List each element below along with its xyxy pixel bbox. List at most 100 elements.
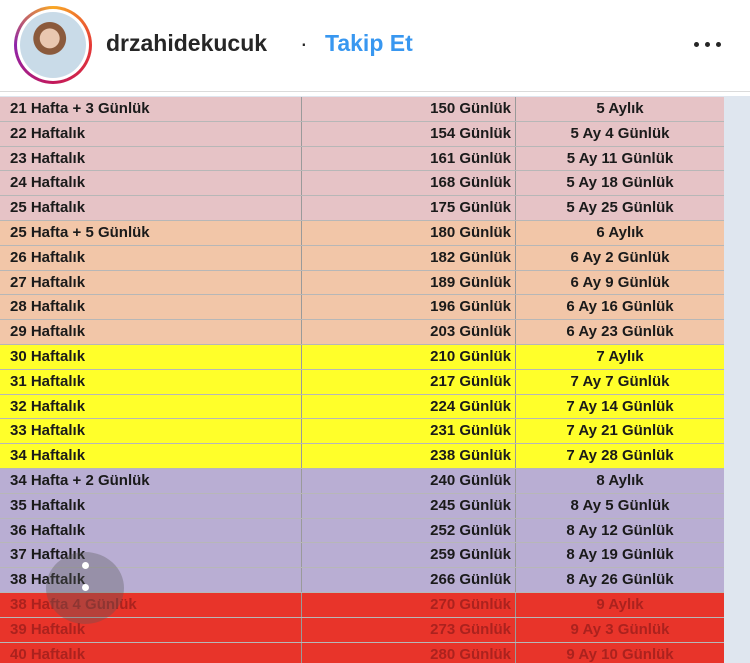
cell-days: 231 Günlük [302,419,516,444]
table-row: 30 Haftalık 210 Günlük 7 Aylık [0,345,724,370]
cell-weeks: 35 Haftalık [0,493,302,518]
cell-weeks: 40 Haftalık [0,642,302,663]
avatar-image [20,12,86,78]
cell-days: 270 Günlük [302,593,516,617]
more-options-icon[interactable] [688,26,728,62]
table-row: 38 Hafta 4 Günlük 270 Günlük 9 Aylık [0,593,724,618]
cell-days: 154 Günlük [302,121,516,146]
cell-weeks: 24 Haftalık [0,171,302,196]
cell-weeks: 38 Hafta 4 Günlük [0,593,302,617]
table-row: 33 Haftalık 231 Günlük 7 Ay 21 Günlük [0,419,724,445]
cell-months: 6 Ay 23 Günlük [566,323,674,341]
cell-days: 266 Günlük [302,568,516,592]
cell-days: 196 Günlük [302,295,516,320]
cell-months: 7 Ay 7 Günlük [570,372,670,390]
table-row: 25 Hafta + 5 Günlük 180 Günlük 6 Aylık [0,221,724,246]
table-row: 24 Haftalık 168 Günlük 5 Ay 18 Günlük [0,171,724,197]
table-row: 26 Haftalık 182 Günlük 6 Ay 2 Günlük [0,245,724,271]
cell-months: 9 Aylık [596,596,644,613]
cell-days: 238 Günlük [302,444,516,468]
scroll-handle[interactable] [46,552,124,624]
more-dot [705,42,710,47]
cell-days: 259 Günlük [302,543,516,568]
table-row: 25 Haftalık 175 Günlük 5 Ay 25 Günlük [0,196,724,221]
cell-weeks: 25 Haftalık [0,196,302,220]
cell-weeks: 23 Haftalık [0,146,302,171]
table-row: 32 Haftalık 224 Günlük 7 Ay 14 Günlük [0,394,724,420]
cell-months: 9 Ay 3 Günlük [570,620,670,638]
table-row: 40 Haftalık 280 Günlük 9 Ay 10 Günlük [0,642,724,663]
cell-weeks: 31 Haftalık [0,369,302,394]
more-dot [694,42,699,47]
cell-days: 280 Günlük [302,642,516,663]
table-row: 31 Haftalık 217 Günlük 7 Ay 7 Günlük [0,369,724,395]
cell-days: 150 Günlük [302,97,516,121]
cell-months: 7 Ay 14 Günlük [566,397,674,415]
pregnancy-table: 21 Hafta + 3 Günlük 150 Günlük 5 Aylık 22 H… [0,96,750,663]
cell-months: 5 Ay 18 Günlük [566,174,674,192]
cell-weeks: 34 Haftalık [0,444,302,468]
cell-days: 161 Günlük [302,146,516,171]
cell-weeks: 26 Haftalık [0,245,302,270]
table-row: 34 Hafta + 2 Günlük 240 Günlük 8 Aylık [0,469,724,494]
cell-months: 6 Aylık [596,224,644,241]
cell-days: 180 Günlük [302,221,516,245]
cell-weeks: 32 Haftalık [0,394,302,419]
cell-days: 189 Günlük [302,270,516,295]
cell-weeks: 33 Haftalık [0,419,302,444]
table-row: 28 Haftalık 196 Günlük 6 Ay 16 Günlük [0,295,724,321]
cell-months: 8 Ay 5 Günlük [570,496,670,514]
cell-months: 8 Ay 12 Günlük [566,521,674,539]
cell-days: 203 Günlük [302,320,516,344]
cell-weeks: 25 Hafta + 5 Günlük [0,221,302,245]
table-row: 35 Haftalık 245 Günlük 8 Ay 5 Günlük [0,493,724,519]
post-header: drzahidekucuk · Takip Et [0,0,750,92]
cell-weeks: 29 Haftalık [0,320,302,344]
cell-days: 210 Günlük [302,345,516,369]
cell-months: 8 Ay 19 Günlük [566,546,674,564]
cell-weeks: 38 Haftalık [0,568,302,592]
username-link[interactable]: drzahidekucuk [106,30,268,56]
cell-months: 7 Ay 21 Günlük [566,422,674,440]
cell-months: 5 Aylık [596,100,644,117]
cell-weeks: 39 Haftalık [0,617,302,642]
table-row: 36 Haftalık 252 Günlük 8 Ay 12 Günlük [0,518,724,544]
more-dot [716,42,721,47]
cell-months: 6 Ay 16 Günlük [566,298,674,316]
cell-months: 5 Ay 4 Günlük [570,124,670,142]
cell-days: 224 Günlük [302,394,516,419]
table-row: 39 Haftalık 273 Günlük 9 Ay 3 Günlük [0,617,724,643]
cell-weeks: 27 Haftalık [0,270,302,295]
cell-weeks: 34 Hafta + 2 Günlük [0,469,302,493]
cell-months: 5 Ay 11 Günlük [566,149,674,167]
cell-weeks: 22 Haftalık [0,121,302,146]
cell-months: 5 Ay 25 Günlük [566,199,674,217]
handle-dot [82,584,89,591]
table-row: 27 Haftalık 189 Günlük 6 Ay 9 Günlük [0,270,724,296]
avatar-frame [17,9,89,81]
avatar[interactable] [14,6,92,84]
cell-months: 6 Ay 2 Günlük [570,248,670,266]
cell-days: 252 Günlük [302,518,516,543]
cell-weeks: 37 Haftalık [0,543,302,568]
follow-button[interactable]: Takip Et [325,30,413,56]
cell-months: 8 Aylık [596,472,644,489]
table-row: 34 Haftalık 238 Günlük 7 Ay 28 Günlük [0,444,724,469]
cell-months: 8 Ay 26 Günlük [566,571,674,589]
table-row: 23 Haftalık 161 Günlük 5 Ay 11 Günlük [0,146,724,172]
cell-weeks: 30 Haftalık [0,345,302,369]
cell-days: 273 Günlük [302,617,516,642]
cell-weeks: 21 Hafta + 3 Günlük [0,97,302,121]
cell-days: 245 Günlük [302,493,516,518]
cell-months: 9 Ay 10 Günlük [566,645,674,663]
cell-months: 7 Ay 28 Günlük [566,447,674,465]
table-row: 29 Haftalık 203 Günlük 6 Ay 23 Günlük [0,320,724,345]
table-row: 22 Haftalık 154 Günlük 5 Ay 4 Günlük [0,121,724,147]
cell-months: 6 Ay 9 Günlük [570,273,670,291]
separator-dot: · [300,30,308,56]
cell-months: 7 Aylık [596,348,644,365]
cell-days: 182 Günlük [302,245,516,270]
table-row: 38 Haftalık 266 Günlük 8 Ay 26 Günlük [0,568,724,593]
table-row: 37 Haftalık 259 Günlük 8 Ay 19 Günlük [0,543,724,569]
cell-days: 175 Günlük [302,196,516,220]
